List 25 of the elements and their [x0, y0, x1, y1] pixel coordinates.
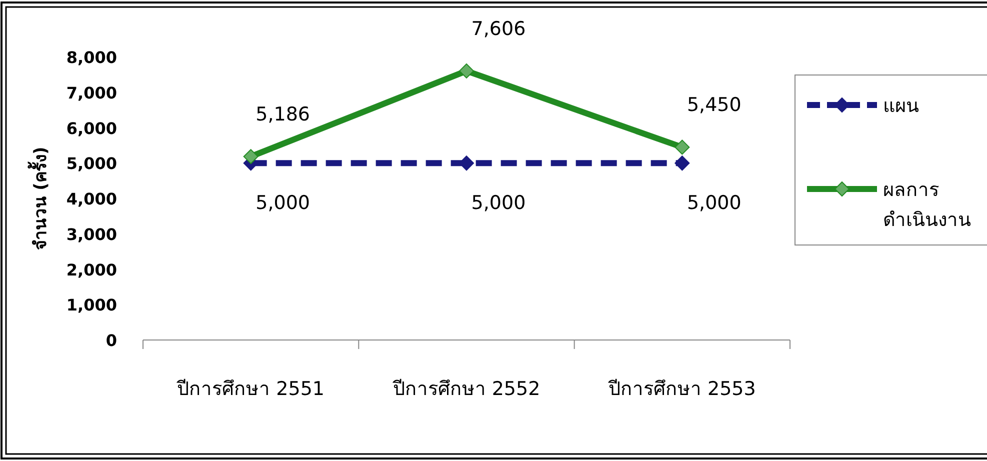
- data-label: 7,606: [471, 18, 526, 40]
- y-tick-label: 8,000: [66, 48, 117, 67]
- point: [674, 140, 690, 155]
- y-tick-label: 6,000: [66, 118, 117, 138]
- y-tick-label: 2,000: [66, 260, 117, 280]
- x-tick-label: ปีการศึกษา 2552: [392, 378, 540, 400]
- legend-label: แผน: [883, 95, 919, 117]
- data-label: 5,450: [686, 94, 742, 116]
- y-tick-label: 3,000: [66, 224, 117, 244]
- data-label: 5,000: [471, 192, 526, 214]
- y-tick-label: 7,000: [66, 83, 117, 102]
- point: [459, 63, 474, 78]
- y-tick-label: 5,000: [66, 154, 117, 174]
- data-label: 5,000: [256, 192, 310, 214]
- point: [243, 149, 258, 164]
- data-label: 5,000: [686, 192, 742, 214]
- y-tick-label: 0: [106, 331, 117, 350]
- x-tick-label: ปีการศึกษา 2553: [607, 378, 756, 400]
- x-tick-label: ปีการศึกษา 2551: [176, 378, 325, 400]
- legend-label: ผลการดำเนินงาน: [883, 179, 971, 231]
- y-axis-title: จำนวน (ครั้ง): [27, 146, 51, 250]
- y-tick-label: 1,000: [66, 296, 117, 315]
- data-label: 5,186: [256, 104, 310, 126]
- point: [674, 156, 690, 171]
- y-tick-label: 4,000: [66, 190, 117, 208]
